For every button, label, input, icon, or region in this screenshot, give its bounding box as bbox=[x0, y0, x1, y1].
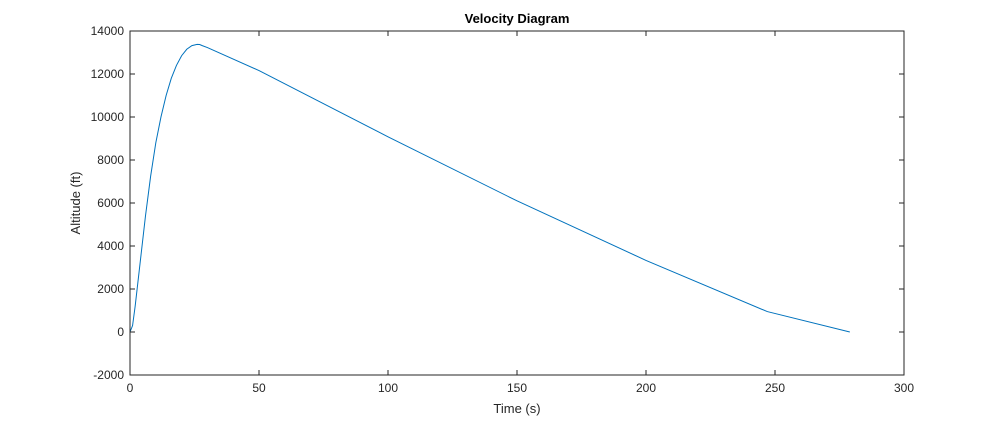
y-tick-label: 10000 bbox=[91, 110, 125, 124]
y-tick-label: 4000 bbox=[97, 239, 124, 253]
x-tick-label: 300 bbox=[894, 381, 914, 395]
y-tick-label: 12000 bbox=[91, 67, 125, 81]
series-layer bbox=[129, 43, 850, 333]
x-axis: 0 50 100 150 200 250 300 bbox=[127, 31, 914, 395]
y-tick-label: 0 bbox=[117, 325, 124, 339]
series-line bbox=[129, 43, 850, 333]
x-tick-label: 50 bbox=[252, 381, 266, 395]
x-tick-label: 0 bbox=[127, 381, 134, 395]
y-tick-label: -2000 bbox=[93, 368, 124, 382]
y-tick-label: 2000 bbox=[97, 282, 124, 296]
x-tick-label: 200 bbox=[636, 381, 656, 395]
y-tick-label: 8000 bbox=[97, 153, 124, 167]
plot-area bbox=[130, 31, 904, 375]
x-tick-label: 150 bbox=[507, 381, 527, 395]
y-axis-label: Altitude (ft) bbox=[68, 172, 83, 235]
y-axis: -2000 0 2000 4000 6000 8000 10000 12000 14000 bbox=[91, 24, 904, 382]
y-tick-label: 14000 bbox=[91, 24, 125, 38]
x-axis-label: Time (s) bbox=[493, 401, 540, 416]
x-tick-label: 100 bbox=[378, 381, 398, 395]
y-tick-label: 6000 bbox=[97, 196, 124, 210]
x-tick-label: 250 bbox=[765, 381, 785, 395]
chart-title: Velocity Diagram bbox=[465, 11, 570, 26]
